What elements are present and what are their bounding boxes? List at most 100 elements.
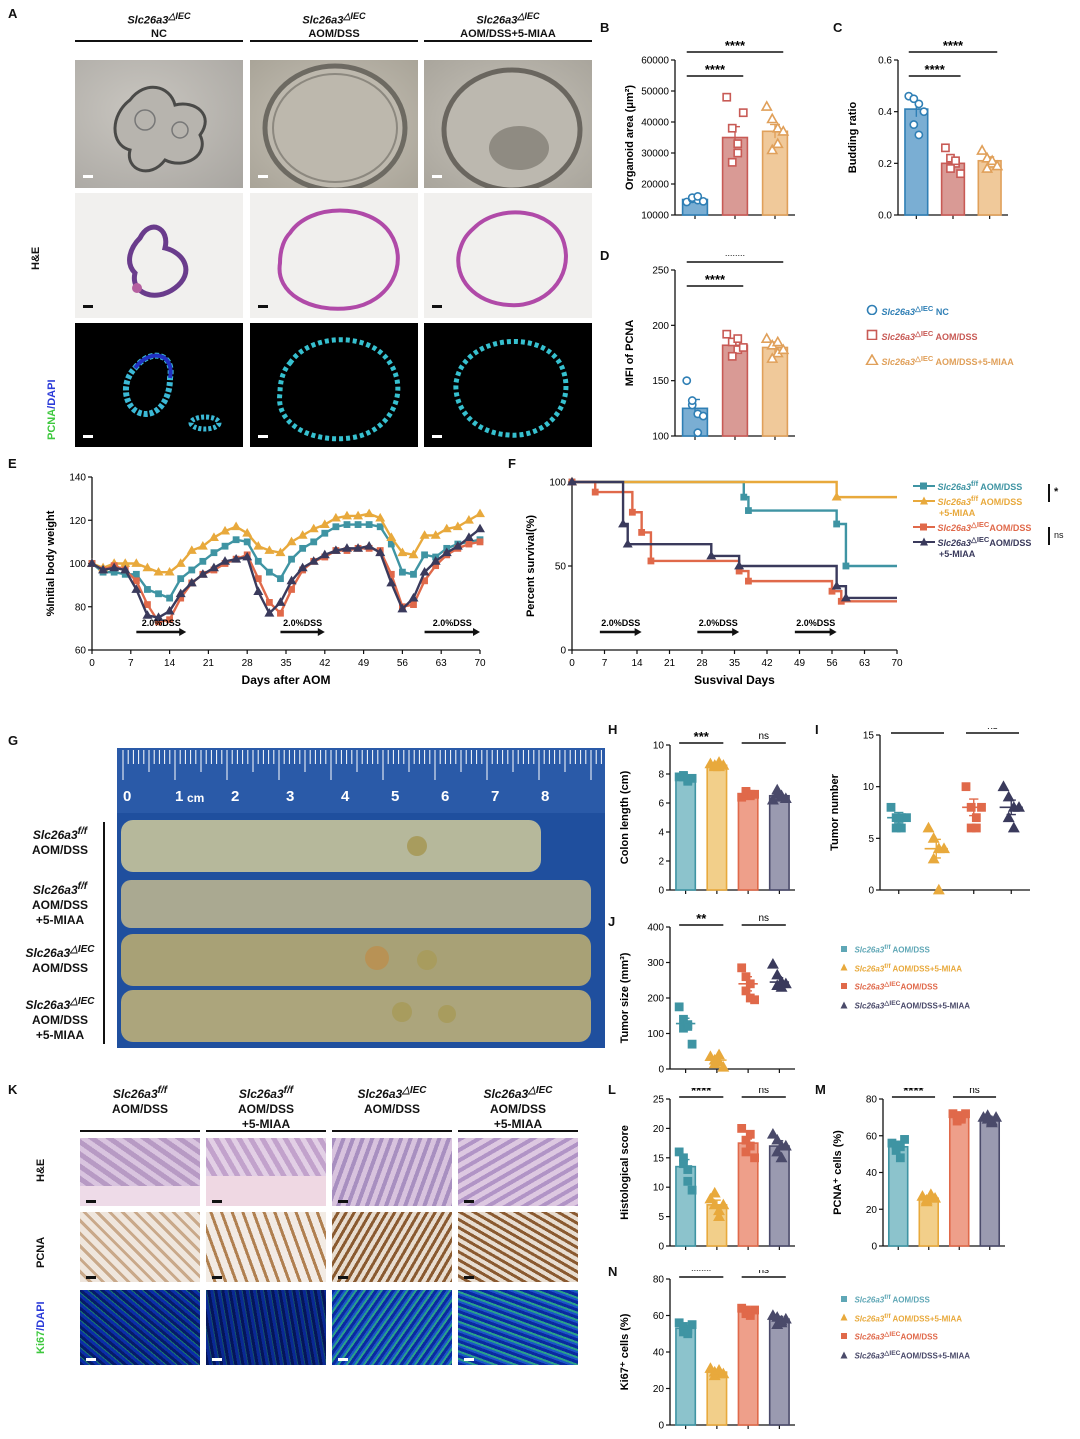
scale-bar [338, 1200, 348, 1203]
y-tick-label: 40000 [641, 118, 669, 129]
treatment-name: AOM/DSS+5-MIAA [890, 964, 963, 974]
series-point [376, 523, 384, 531]
y-tick-label: 120 [69, 516, 86, 527]
y-tick-label: 100 [647, 1029, 664, 1040]
data-point [775, 1151, 788, 1163]
scale-bar [258, 435, 268, 438]
data-point [738, 108, 748, 118]
series-point [441, 523, 452, 533]
genotype-sup: f/f [77, 881, 88, 892]
series-point [220, 556, 231, 565]
gene-name: Slc26a3 [302, 14, 344, 27]
panel-label-f: F [508, 456, 516, 471]
data-point [679, 1153, 688, 1163]
y-tick-label: 20 [653, 1124, 665, 1135]
data-point [1002, 811, 1015, 823]
genotype-sup: △IEC [70, 996, 95, 1007]
square-marker-icon [841, 1332, 847, 1339]
series-point [197, 541, 208, 550]
genotype-sup: f/f [157, 1085, 168, 1096]
series-point [706, 550, 717, 560]
data-point [674, 1002, 684, 1012]
sig-label: ns [969, 1088, 980, 1096]
scale-bar [83, 175, 93, 178]
scale-bar [212, 1276, 222, 1279]
treatment-name: AOM/DSS [978, 497, 1023, 507]
series-point [131, 584, 142, 593]
data-point [687, 396, 697, 405]
data-point [683, 1165, 693, 1174]
series-point [98, 564, 109, 574]
data-point [683, 1176, 693, 1186]
ruler-number: 5 [391, 788, 400, 805]
organoid-drawing [441, 67, 583, 188]
tissue-ki67-4 [458, 1290, 578, 1365]
series-point [253, 541, 264, 550]
series-point [364, 541, 375, 550]
series-point [734, 560, 745, 570]
gene-name: Slc26a3 [937, 482, 972, 492]
data-point [951, 156, 960, 166]
data-point [682, 376, 692, 386]
sig-label: ns [758, 1270, 769, 1276]
x-tick-label: 7 [128, 658, 134, 669]
treatment-name: AOM/DSS+5-MIAA [900, 1001, 971, 1011]
scale-bar [212, 1358, 222, 1361]
y-tick-label: 8 [658, 770, 664, 781]
data-point [741, 1147, 751, 1157]
y-tick-label: 25 [653, 1095, 665, 1106]
series-point [354, 521, 362, 528]
y-tick-label: 60 [653, 1311, 665, 1322]
treatment-name: AOM/DSS [31, 843, 88, 857]
series-point [175, 558, 186, 567]
header-rule [206, 1130, 326, 1132]
square-marker-icon [841, 982, 847, 989]
ruler-number: 3 [286, 788, 295, 805]
ruler-number: 8 [541, 788, 550, 805]
gene-name: Slc26a3 [476, 14, 518, 27]
series-point [386, 577, 397, 587]
data-point [909, 120, 919, 129]
y-tick-label: 100 [549, 478, 566, 489]
data-point [717, 1198, 730, 1210]
data-point [766, 958, 779, 969]
dss-label: 2.0%DSS [142, 618, 181, 628]
series-point [288, 555, 295, 563]
treatment-name: AOM/DSS+5-MIAA [890, 1314, 963, 1324]
series-point [153, 566, 164, 576]
legend-d: Slc26a3△IEC NC Slc26a3△IEC AOM/DSS Slc26… [865, 298, 1014, 373]
legend-item: Slc26a3f/f AOM/DSS [840, 940, 970, 959]
sig-label: ns [758, 914, 769, 924]
data-point [760, 332, 773, 344]
series-line [572, 480, 897, 600]
data-point [1013, 801, 1025, 812]
treatment-name-2: +5-MIAA [939, 508, 976, 518]
data-point [927, 832, 940, 843]
organoid-fluor-miaa [424, 323, 592, 447]
sig-label: **** [943, 38, 964, 53]
row-label-he: H&E [35, 1158, 47, 1182]
row-label-ki67-dapi: Ki67/DAPI [35, 1301, 47, 1354]
series-point [265, 568, 273, 576]
panel-a-col3-header: Slc26a3△IEC AOM/DSS+5-MIAA [424, 10, 592, 41]
y-tick-label: 300 [647, 958, 664, 969]
series-line [91, 512, 481, 574]
data-point [779, 1312, 792, 1324]
data-point [771, 968, 784, 980]
series-point [441, 547, 452, 557]
bar [768, 794, 790, 891]
gene-name: Slc26a3 [127, 14, 169, 27]
data-point [687, 1185, 697, 1195]
y-tick-label: 80 [866, 1095, 878, 1106]
panel-label-e: E [8, 456, 17, 471]
series-point [833, 520, 841, 528]
genotype-sup: △IEC [915, 329, 934, 338]
y-tick-label: 50 [555, 562, 567, 573]
data-point [938, 842, 950, 854]
series-point [421, 551, 428, 559]
series-point [153, 612, 164, 621]
tissue-pcna-4 [458, 1212, 578, 1282]
series-point [199, 557, 207, 565]
tissue-layer [206, 1176, 326, 1206]
data-point [771, 121, 784, 133]
